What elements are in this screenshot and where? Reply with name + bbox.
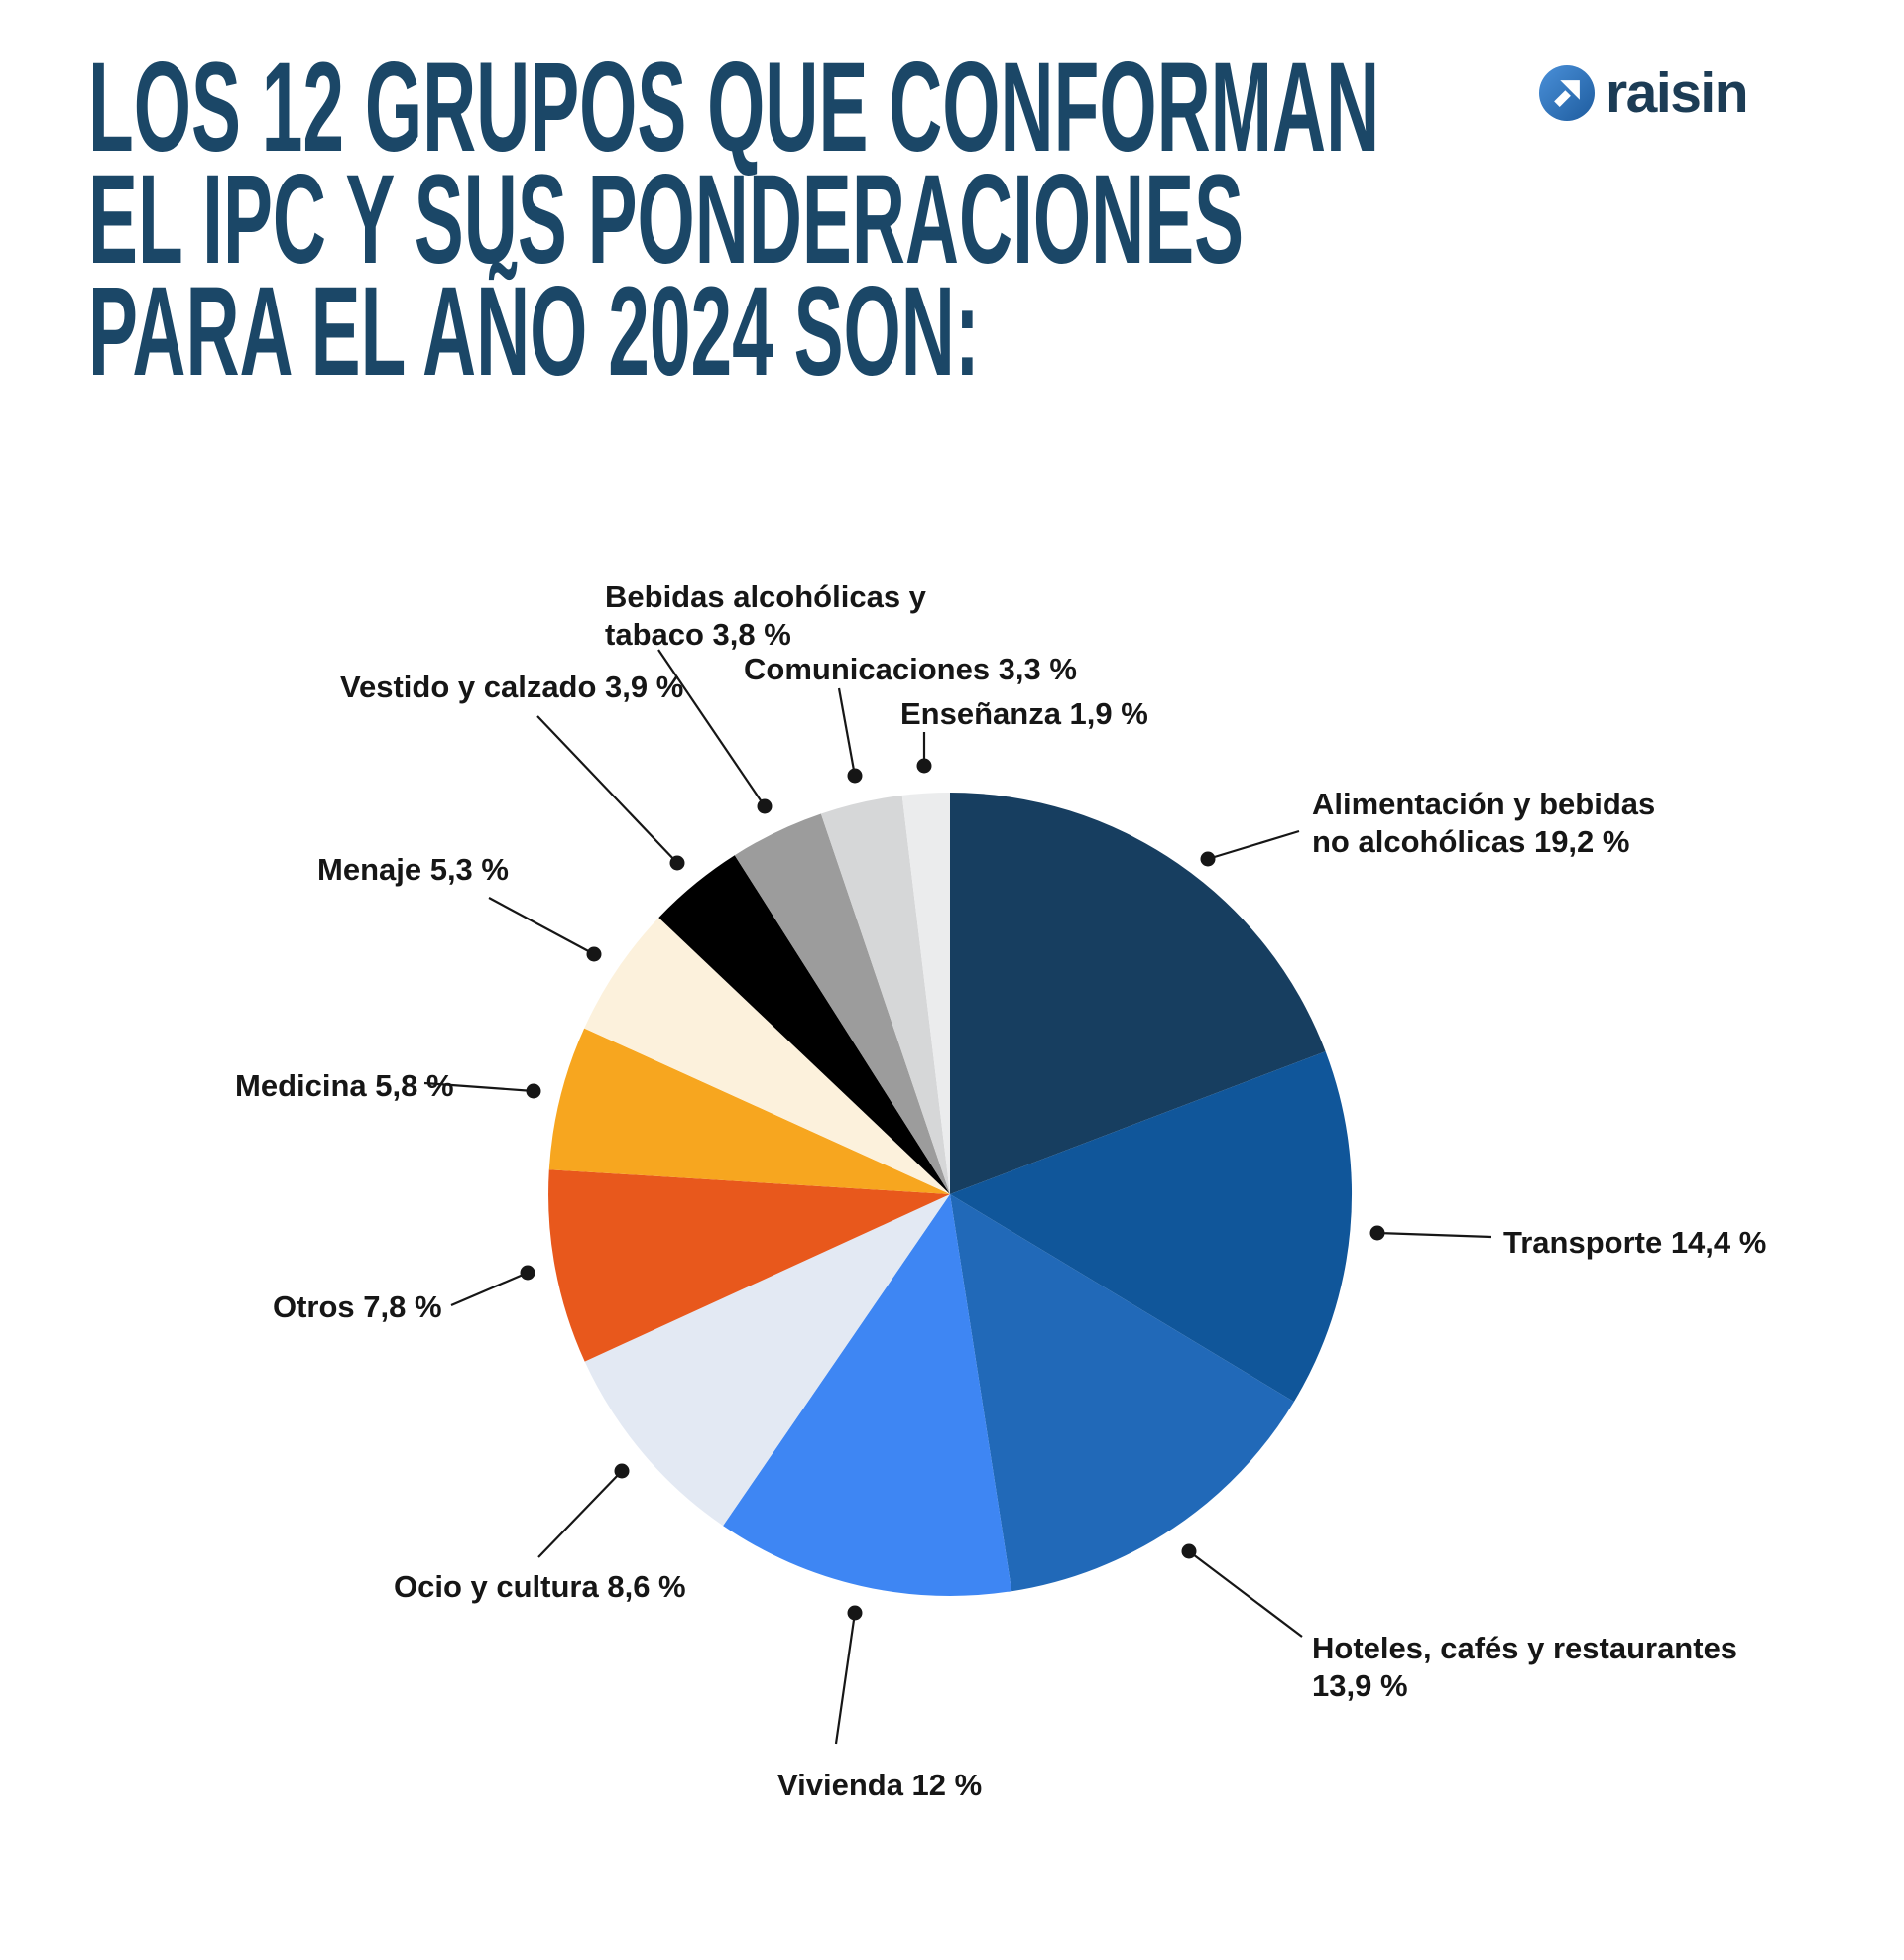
pie-slice-medicina <box>548 1028 950 1194</box>
leader-dot-bebidas-alcoholicas-y-tabaco <box>757 798 773 814</box>
leader-dot-menaje <box>586 946 602 962</box>
leader-line-otros <box>450 1271 529 1307</box>
pie-slice-transporte <box>950 1051 1353 1403</box>
leader-line-transporte <box>1376 1231 1492 1239</box>
pie-label-bebidas-alcoholicas-y-tabaco: Bebidas alcohólicas y tabaco 3,8 % <box>605 579 926 652</box>
pie-slice-otros <box>548 1169 950 1362</box>
leader-line-hoteles-cafes-y-restaurantes <box>1188 1550 1303 1638</box>
leader-line-menaje <box>488 897 595 955</box>
raisin-logo: raisin <box>1539 61 1749 125</box>
leader-line-bebidas-alcoholicas-y-tabaco <box>657 649 766 807</box>
pie-slice-alimentacion-y-bebidas-no-alcoholicas <box>950 793 1326 1194</box>
leader-dot-alimentacion-y-bebidas-no-alcoholicas <box>1200 851 1216 867</box>
leader-dot-comunicaciones <box>847 768 863 784</box>
page-title-line-2: EL IPC Y SUS PONDERACIONES <box>88 149 1245 291</box>
pie-slice-ensenanza <box>901 793 950 1194</box>
leader-dot-ocio-y-cultura <box>614 1463 630 1479</box>
pie-slice-hoteles-cafes-y-restaurantes <box>950 1194 1294 1592</box>
leader-dot-otros <box>520 1265 536 1281</box>
pie-slice-vivienda <box>723 1194 1012 1597</box>
pie-label-hoteles-cafes-y-restaurantes: Hoteles, cafés y restaurantes 13,9 % <box>1312 1631 1738 1703</box>
pie-slice-vestido-y-calzado <box>658 855 950 1194</box>
pie-label-menaje: Menaje 5,3 % <box>317 852 509 887</box>
page-title-line-1: LOS 12 GRUPOS QUE CONFORMAN <box>88 37 1380 179</box>
leader-dot-ensenanza <box>916 758 932 774</box>
leader-dot-hoteles-cafes-y-restaurantes <box>1181 1543 1197 1559</box>
pie-slice-bebidas-alcoholicas-y-tabaco <box>734 813 950 1194</box>
pie-label-comunicaciones: Comunicaciones 3,3 % <box>744 652 1077 686</box>
leader-dot-medicina <box>526 1083 541 1099</box>
raisin-arrow-icon <box>1539 65 1595 121</box>
page-title-line-3: PARA EL AÑO 2024 SON: <box>88 261 980 403</box>
pie-label-transporte: Transporte 14,4 % <box>1503 1225 1767 1260</box>
pie-label-ocio-y-cultura: Ocio y cultura 8,6 % <box>394 1569 686 1604</box>
pie-slice-menaje <box>584 918 950 1194</box>
leader-dot-vivienda <box>847 1605 863 1621</box>
leader-line-medicina <box>423 1081 535 1093</box>
pie-slice-ocio-y-cultura <box>584 1194 950 1527</box>
leader-line-vivienda <box>834 1612 857 1745</box>
pie-label-ensenanza: Enseñanza 1,9 % <box>900 696 1148 731</box>
pie-label-medicina: Medicina 5,8 % <box>235 1068 454 1103</box>
pie-label-vivienda: Vivienda 12 % <box>777 1768 983 1802</box>
leader-line-comunicaciones <box>837 687 857 777</box>
pie-label-vestido-y-calzado: Vestido y calzado 3,9 % <box>340 670 684 704</box>
pie-label-alimentacion-y-bebidas-no-alcoholicas: Alimentación y bebidas no alcohólicas 19… <box>1312 787 1656 859</box>
leader-line-alimentacion-y-bebidas-no-alcoholicas <box>1207 829 1300 861</box>
leader-dot-transporte <box>1369 1225 1385 1241</box>
leader-line-vestido-y-calzado <box>536 715 678 864</box>
pie-slice-comunicaciones <box>820 795 950 1194</box>
leader-line-ocio-y-cultura <box>537 1470 623 1558</box>
pie-label-otros: Otros 7,8 % <box>273 1289 442 1324</box>
page-title: LOS 12 GRUPOS QUE CONFORMAN EL IPC Y SUS… <box>88 37 1380 403</box>
leader-dot-vestido-y-calzado <box>669 855 685 871</box>
raisin-logo-text: raisin <box>1606 61 1749 125</box>
